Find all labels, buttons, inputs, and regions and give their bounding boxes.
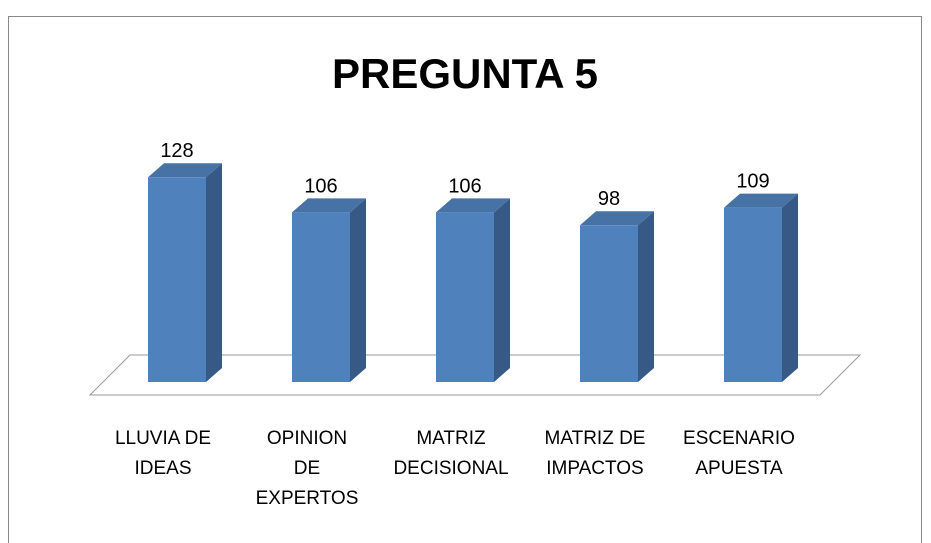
- bar-side: [638, 211, 654, 382]
- value-label: 106: [304, 175, 337, 197]
- chart-title: PREGUNTA 5: [332, 50, 598, 97]
- value-label: 98: [598, 188, 620, 210]
- bar: [724, 193, 798, 382]
- bar: [580, 211, 654, 382]
- bar-top: [580, 211, 654, 226]
- x-tick-label: OPINION DE EXPERTOS: [255, 428, 359, 509]
- bar-top: [436, 198, 510, 213]
- value-label: 109: [736, 171, 769, 193]
- bar: [148, 163, 222, 382]
- value-label: 106: [448, 175, 481, 197]
- bar: [292, 198, 366, 382]
- x-tick-label: MATRIZ DECISIONAL: [393, 428, 509, 479]
- bar-front: [292, 212, 350, 382]
- bar-front: [580, 225, 638, 382]
- bar-front: [724, 207, 782, 382]
- bar-side: [206, 163, 222, 382]
- bar-front: [436, 212, 494, 382]
- x-tick-label: MATRIZ DE IMPACTOS: [544, 428, 646, 479]
- x-tick-label: LLUVIA DE IDEAS: [114, 428, 212, 479]
- bar-front: [148, 177, 206, 382]
- bar-side: [350, 198, 366, 382]
- bar-top: [724, 193, 798, 208]
- value-label: 128: [160, 140, 193, 162]
- bar-top: [292, 198, 366, 213]
- bar: [436, 198, 510, 382]
- x-tick-label: ESCENARIO APUESTA: [683, 428, 795, 479]
- bar-side: [782, 193, 798, 382]
- bar-top: [148, 163, 222, 178]
- bar-side: [494, 198, 510, 382]
